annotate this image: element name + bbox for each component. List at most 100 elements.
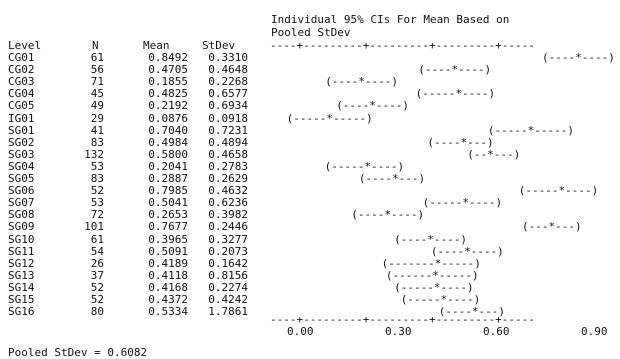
col-stdev-header: StDev: [202, 39, 236, 52]
stdev-cell: 0.2629: [208, 172, 248, 185]
ci-bar: (----*----): [336, 99, 410, 113]
n-cell: 52: [90, 293, 104, 306]
level-cell: SG16: [8, 305, 35, 319]
n-cell: 26: [90, 256, 104, 270]
level-cell: CG04: [8, 87, 35, 101]
level-cell: SG10: [8, 232, 35, 246]
level-cell: SG05: [8, 172, 35, 185]
stdev-cell: 0.7231: [208, 123, 248, 137]
stdev-cell: 0.1642: [208, 256, 248, 270]
level-cell: SG07: [8, 196, 35, 210]
n-cell: 41: [90, 123, 104, 137]
stdev-cell: 0.2073: [208, 244, 248, 258]
stdev-cell: 0.8156: [208, 268, 248, 282]
mean-cell: 0.2653: [148, 208, 188, 222]
stdev-cell: 0.2783: [208, 159, 248, 173]
n-cell: 37: [90, 268, 104, 282]
level-cell: SG11: [8, 244, 35, 258]
n-cell: 83: [90, 172, 104, 185]
n-cell: 61: [90, 232, 104, 246]
ci-bar: (-----*----): [415, 87, 496, 101]
mean-cell: 0.3965: [148, 232, 188, 246]
mean-cell: 0.8492: [148, 51, 188, 64]
stdev-cell: 0.4658: [208, 147, 248, 161]
col-n-header: N: [92, 39, 99, 52]
ci-bar: (-----*----): [518, 184, 599, 198]
n-cell: 45: [90, 87, 104, 101]
mean-cell: 0.4984: [148, 135, 188, 149]
mean-cell: 0.7985: [148, 184, 188, 198]
level-cell: SG06: [8, 184, 35, 198]
ci-bar: (---*---): [522, 220, 582, 234]
ci-bar: (------*-----): [385, 268, 479, 282]
n-cell: 61: [90, 51, 104, 64]
axis-tick-label: 0.90: [581, 325, 608, 338]
mean-cell: 0.4705: [148, 63, 188, 77]
level-cell: SG15: [8, 293, 35, 306]
axis-tick-label: 0.30: [385, 325, 412, 338]
mean-cell: 0.7677: [148, 220, 188, 234]
stdev-cell: 0.4242: [208, 293, 248, 306]
mean-cell: 0.2192: [148, 99, 188, 113]
stdev-cell: 0.4894: [208, 135, 248, 149]
level-cell: SG09: [8, 220, 35, 234]
mean-cell: 0.7040: [148, 123, 188, 137]
level-cell: SG12: [8, 256, 35, 270]
n-cell: 53: [90, 159, 104, 173]
level-cell: CG03: [8, 75, 35, 89]
ci-bar: (-----*----): [400, 293, 481, 306]
level-cell: CG01: [8, 51, 35, 64]
mean-cell: 0.4189: [148, 256, 188, 270]
ci-bar: (----*----): [542, 51, 615, 64]
ci-bar: (----*----): [351, 208, 425, 222]
stdev-cell: 0.4648: [208, 63, 248, 77]
n-cell: 71: [90, 75, 104, 89]
mean-cell: 0.5334: [148, 305, 188, 319]
mean-cell: 0.1855: [148, 75, 188, 89]
n-cell: 52: [90, 184, 104, 198]
ci-bar: (-----*----): [422, 196, 503, 210]
mean-cell: 0.5041: [148, 196, 188, 210]
mean-cell: 0.4825: [148, 87, 188, 101]
mean-cell: 0.4118: [148, 268, 188, 282]
ci-bar: (----*----): [430, 244, 504, 258]
axis-rule-top: ----+---------+---------+---------+-----: [270, 39, 535, 52]
ci-bar: (-----*----): [394, 280, 474, 294]
ci-bar: (-----*-----): [286, 111, 373, 125]
ci-bar: (-------*-----): [381, 256, 481, 270]
mean-cell: 0.5091: [148, 244, 188, 258]
n-cell: 56: [90, 63, 104, 77]
stdev-cell: 0.4632: [208, 184, 248, 198]
mean-cell: 0.2041: [148, 159, 188, 173]
stdev-cell: 0.6577: [208, 87, 248, 101]
n-cell: 83: [90, 135, 104, 149]
col-mean-header: Mean: [143, 39, 170, 52]
ci-bar: (----*----): [325, 75, 399, 89]
stdev-cell: 0.2446: [208, 220, 248, 234]
stdev-cell: 0.3277: [208, 232, 248, 246]
stdev-cell: 0.0918: [208, 111, 248, 125]
stdev-cell: 0.3982: [208, 208, 248, 222]
pooled-stdev: Pooled StDev = 0.6082: [8, 346, 148, 359]
axis-tick-label: 0.60: [483, 325, 510, 338]
level-cell: SG01: [8, 123, 35, 137]
n-cell: 132: [84, 147, 104, 161]
level-cell: IG01: [8, 111, 35, 125]
ci-bar: (-----*-----): [487, 123, 574, 137]
ci-header-line2: Pooled StDev: [271, 26, 351, 39]
level-cell: SG13: [8, 268, 35, 282]
level-cell: SG04: [8, 159, 35, 173]
ci-bar: (----*----): [394, 232, 467, 246]
stdev-cell: 1.7861: [208, 305, 248, 319]
ci-bar: (-----*----): [324, 159, 405, 173]
mean-cell: 0.4372: [148, 293, 188, 306]
mean-cell: 0.5800: [148, 147, 188, 161]
stdev-cell: 0.6934: [208, 99, 248, 113]
n-cell: 72: [90, 208, 104, 222]
level-cell: SG02: [8, 135, 35, 149]
n-cell: 49: [90, 99, 104, 113]
n-cell: 52: [90, 280, 104, 294]
ci-bar: (----*---): [438, 305, 506, 319]
ci-bar: (--*---): [467, 147, 521, 161]
